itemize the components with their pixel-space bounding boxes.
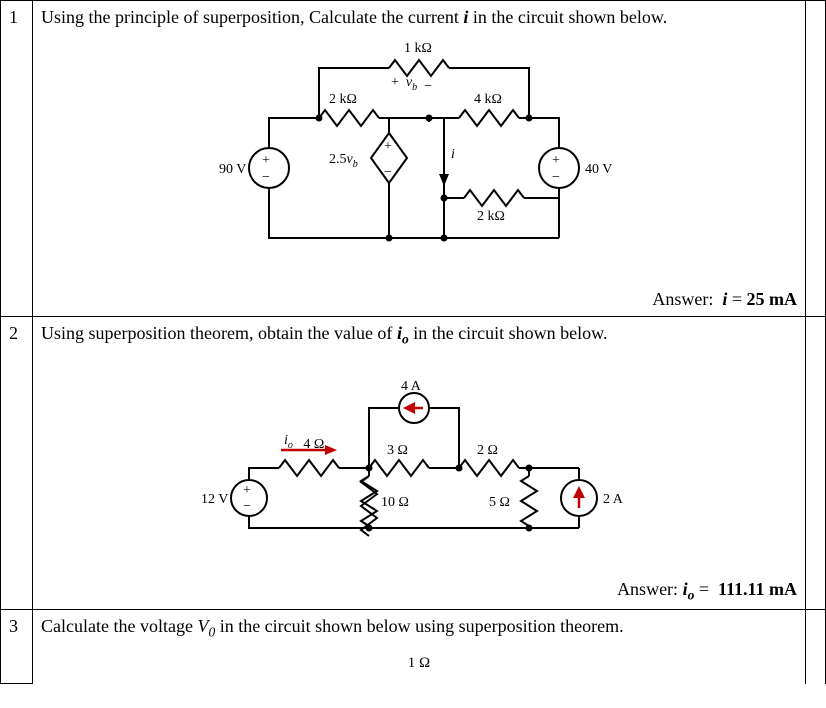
circuit-diagram-3-partial: 1 Ω	[41, 651, 797, 672]
label-2k-left: 2 kΩ	[329, 92, 357, 107]
label-4k: 4 kΩ	[474, 92, 502, 107]
question-number: 1	[1, 1, 33, 317]
question-text: Using the principle of superposition, Ca…	[41, 7, 797, 28]
svg-text:2.5vb: 2.5vb	[329, 152, 358, 170]
table-row: 2 Using superposition theorem, obtain th…	[1, 317, 826, 610]
question-cell: Calculate the voltage V0 in the circuit …	[33, 610, 806, 684]
svg-text:+: +	[243, 483, 251, 498]
question-table: 1 Using the principle of superposition, …	[0, 0, 826, 684]
question-text: Using superposition theorem, obtain the …	[41, 323, 797, 348]
svg-text:+: +	[262, 153, 270, 168]
svg-text:−: −	[243, 499, 251, 514]
label-90v: 90 V	[219, 162, 246, 177]
question-text: Calculate the voltage V0 in the circuit …	[41, 616, 797, 641]
question-number: 3	[1, 610, 33, 684]
svg-text:+: +	[552, 153, 560, 168]
label-1k: 1 kΩ	[404, 41, 432, 56]
circuit-diagram-1: + − 90 V 2 kΩ 1 kΩ + vb −	[41, 38, 797, 273]
answer-text: Answer: io = 111.11 mA	[41, 579, 797, 604]
label-3ohm: 3 Ω	[387, 443, 408, 458]
label-40v: 40 V	[585, 162, 612, 177]
spacer-cell	[806, 1, 826, 317]
svg-text:−: −	[552, 170, 560, 185]
table-row: 3 Calculate the voltage V0 in the circui…	[1, 610, 826, 684]
circuit-diagram-2: + − 12 V io 4 Ω 3 Ω	[41, 358, 797, 563]
label-4a: 4 A	[401, 379, 422, 394]
svg-text:−: −	[384, 165, 392, 180]
question-number: 2	[1, 317, 33, 610]
label-2ohm: 2 Ω	[477, 443, 498, 458]
spacer-cell	[806, 317, 826, 610]
question-cell: Using superposition theorem, obtain the …	[33, 317, 806, 610]
label-2a: 2 A	[603, 492, 624, 507]
label-10ohm: 10 Ω	[381, 495, 409, 510]
label-12v: 12 V	[201, 492, 228, 507]
svg-text:−: −	[262, 170, 270, 185]
table-row: 1 Using the principle of superposition, …	[1, 1, 826, 317]
label-2k-bot: 2 kΩ	[477, 209, 505, 224]
spacer-cell	[806, 610, 826, 684]
answer-text: Answer: i = 25 mA	[41, 289, 797, 310]
question-cell: Using the principle of superposition, Ca…	[33, 1, 806, 317]
label-5ohm: 5 Ω	[489, 495, 510, 510]
label-i: i	[451, 147, 455, 162]
svg-text:+ vb −: + vb −	[391, 75, 432, 94]
label-1ohm: 1 Ω	[408, 655, 430, 671]
svg-text:+: +	[384, 139, 392, 154]
svg-text:io 4 Ω: io 4 Ω	[284, 433, 324, 452]
